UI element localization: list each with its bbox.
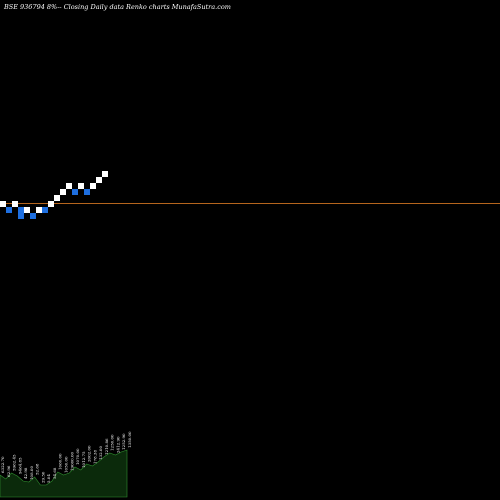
renko-brick-down <box>84 189 90 195</box>
renko-brick-up <box>48 201 54 207</box>
renko-brick-up <box>78 183 84 189</box>
renko-brick-down <box>42 207 48 213</box>
renko-brick-down <box>6 207 12 213</box>
renko-brick-up <box>66 183 72 189</box>
renko-brick-down <box>30 213 36 219</box>
volume-label: 108.00 <box>29 466 34 480</box>
volume-label: 62.96 <box>6 465 11 477</box>
renko-brick-up <box>60 189 66 195</box>
volume-label: 2002.00 <box>87 445 92 462</box>
volume-label: 2412.90 <box>116 436 121 453</box>
volume-label: 1210.86 <box>104 438 109 455</box>
volume-label: 6322.70 <box>0 456 5 473</box>
volume-label: 29.50 <box>40 471 45 483</box>
renko-brick-down <box>18 213 24 219</box>
renko-brick-up <box>102 171 108 177</box>
volume-label: 1250.00 <box>110 434 115 451</box>
volume-area <box>0 449 128 498</box>
volume-label: 5962.45 <box>12 454 17 471</box>
volume-label: 42.98 <box>23 467 28 479</box>
chart-title: BSE 936794 8%-- Closing Daily data Renko… <box>4 3 231 11</box>
volume-label: 1070.00 <box>75 448 80 465</box>
volume-label: 1012.75 <box>81 451 86 468</box>
renko-brick-up <box>90 183 96 189</box>
volume-label: 5.04 <box>46 474 51 483</box>
volume-label: 1350.00 <box>127 431 132 448</box>
volume-label: 19000.00 <box>69 451 74 471</box>
renko-brick-up <box>96 177 102 183</box>
volume-label: 1060.00 <box>58 453 63 470</box>
renko-brick-up <box>12 201 18 207</box>
renko-brick-down <box>18 207 24 213</box>
renko-brick-up <box>36 207 42 213</box>
volume-label: 1050.00 <box>64 456 69 473</box>
volume-label: 178.38 <box>92 450 97 464</box>
renko-brick-up <box>54 195 60 201</box>
renko-brick-up <box>0 201 6 207</box>
volume-label: 54.68 <box>52 467 57 479</box>
volume-label: 9464.85 <box>17 457 22 474</box>
renko-brick-down <box>72 189 78 195</box>
volume-label: 52.68 <box>35 463 40 475</box>
renko-brick-up <box>24 207 30 213</box>
volume-label: 1252.90 <box>121 433 126 450</box>
volume-label: 132.00 <box>98 446 103 460</box>
